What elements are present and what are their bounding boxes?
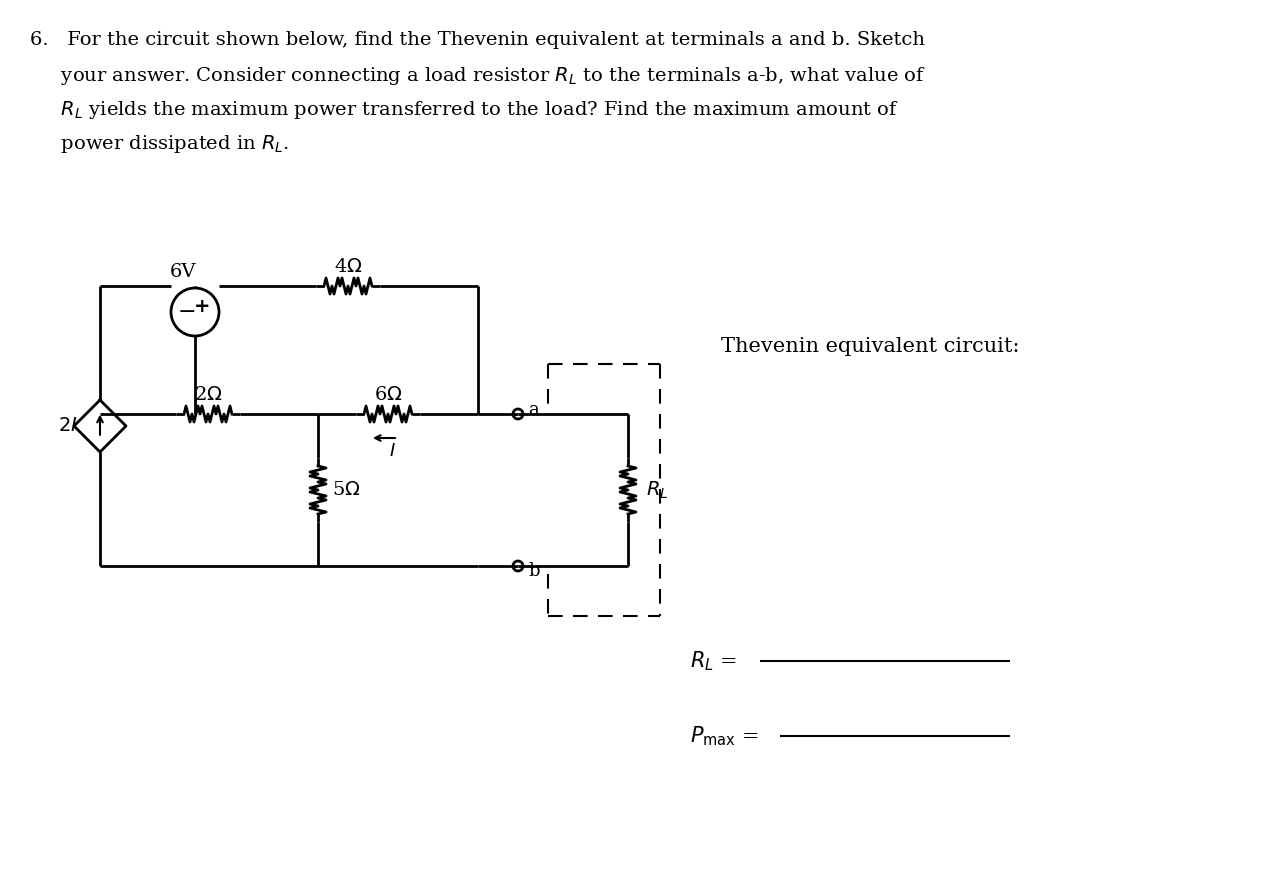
Text: 6V: 6V (170, 263, 197, 281)
Text: $I$: $I$ (389, 442, 395, 460)
Text: 2$\Omega$: 2$\Omega$ (194, 386, 222, 404)
Text: 6$\Omega$: 6$\Omega$ (373, 386, 403, 404)
Text: −: − (178, 302, 197, 322)
Text: $R_L$ yields the maximum power transferred to the load? Find the maximum amount : $R_L$ yields the maximum power transferr… (29, 99, 898, 121)
Text: 6.   For the circuit shown below, find the Thevenin equivalent at terminals a an: 6. For the circuit shown below, find the… (29, 31, 925, 49)
Text: power dissipated in $R_L$.: power dissipated in $R_L$. (29, 133, 289, 155)
Text: +: + (194, 298, 211, 316)
Text: 4$\Omega$: 4$\Omega$ (334, 258, 362, 276)
Text: 5$\Omega$: 5$\Omega$ (332, 481, 360, 499)
Text: $2I$: $2I$ (59, 417, 78, 435)
Text: your answer. Consider connecting a load resistor $R_L$ to the terminals a-b, wha: your answer. Consider connecting a load … (29, 65, 927, 87)
Text: $R_L$: $R_L$ (645, 479, 668, 501)
Text: a: a (528, 401, 539, 419)
Text: Thevenin equivalent circuit:: Thevenin equivalent circuit: (721, 336, 1020, 356)
Text: $P_{\rm max}$ =: $P_{\rm max}$ = (690, 724, 759, 748)
Text: b: b (528, 562, 539, 580)
Text: $R_L$ =: $R_L$ = (690, 649, 737, 673)
